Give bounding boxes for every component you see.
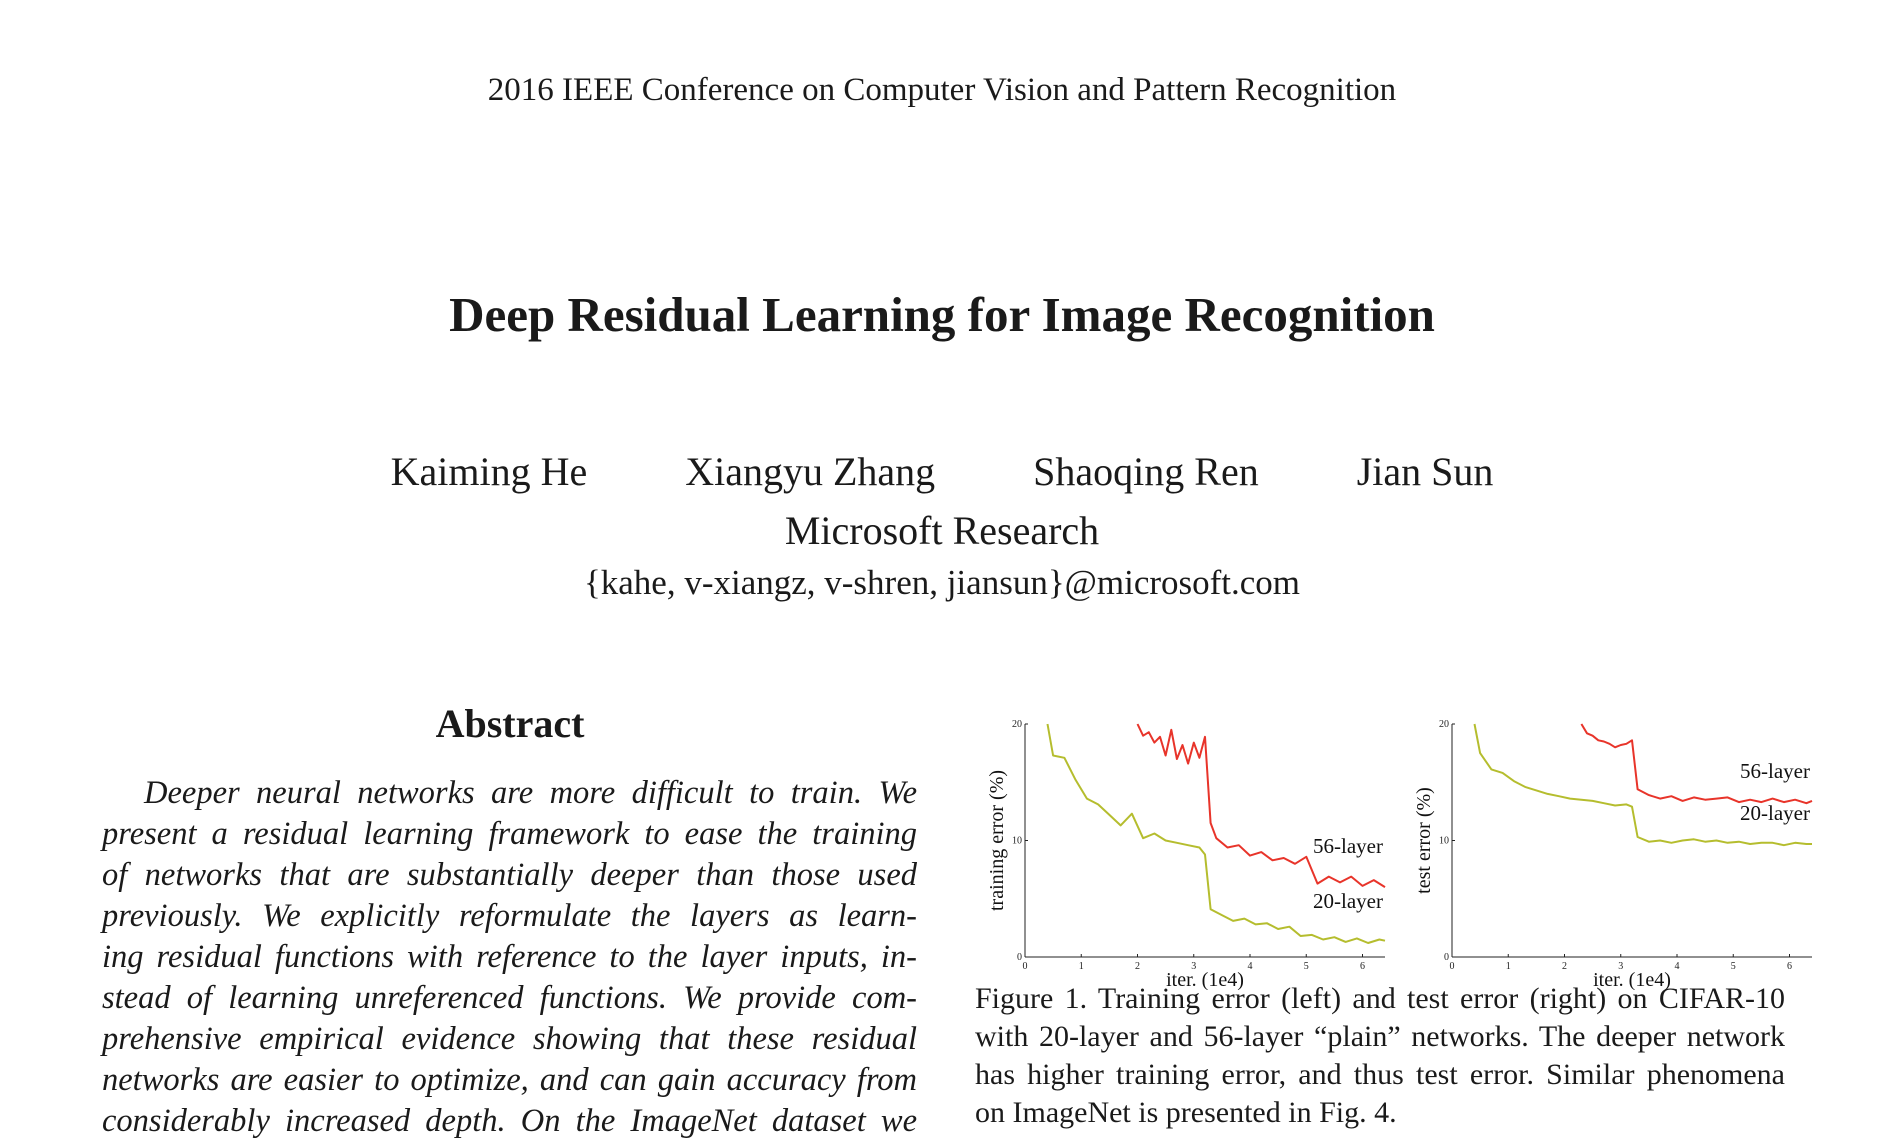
figure-caption: Figure 1. Training error (left) and test… [975,980,1785,1132]
y-tick-label: 10 [1012,836,1022,847]
x-tick-label: 5 [1304,961,1309,972]
x-tick-label: 6 [1360,961,1365,972]
abstract-body: Deeper neural networks are more difficul… [102,773,917,1142]
series-line-56-layer [1580,723,1813,805]
author-name: Shaoqing Ren [1033,449,1259,494]
series-line-20-layer [1046,723,1386,944]
author-list: Kaiming He Xiangyu Zhang Shaoqing Ren Ji… [0,448,1884,495]
series-label: 20-layer [1740,801,1810,825]
series-line-20-layer [1473,723,1812,847]
abstract-line: prehensive empirical evidence showing th… [102,1021,917,1057]
x-axis-label: iter. (1e4) [1166,969,1244,990]
caption-line: with 20-layer and 56-layer “plain” netwo… [975,1020,1785,1053]
y-tick-label: 20 [1439,719,1449,730]
caption-line: on ImageNet is presented in Fig. 4. [975,1096,1397,1129]
series-label: 56-layer [1313,834,1383,858]
x-tick-label: 3 [1618,961,1623,972]
x-tick-label: 1 [1506,961,1511,972]
figure-1: 0 1 2 3 4 5 6 0 10 20 iter. (1e4) training error (%… [970,700,1820,990]
abstract-line: present a residual learning framework to… [102,816,917,852]
author-name: Xiangyu Zhang [685,449,936,494]
x-tick-label: 5 [1731,961,1736,972]
x-tick-label: 0 [1023,961,1028,972]
venue-header: 2016 IEEE Conference on Computer Vision … [487,72,1397,108]
author-name: Kaiming He [390,449,588,494]
abstract-line: networks are easier to optimize, and can… [102,1062,917,1098]
x-tick-label: 2 [1135,961,1140,972]
paper-title: Deep Residual Learning for Image Recogni… [449,287,1435,342]
abstract-line: previously. We explicitly reformulate th… [102,898,917,934]
abstract-line: of networks that are substantially deepe… [102,857,917,893]
x-tick-label: 3 [1191,961,1196,972]
y-tick-label: 10 [1439,836,1449,847]
y-tick-label: 0 [1017,952,1022,963]
abstract-heading: Abstract [435,701,585,746]
x-tick-label: 4 [1248,961,1253,972]
author-emails: {kahe, v-xiangz, v-shren, jiansun}@micro… [583,563,1301,602]
y-tick-label: 0 [1444,952,1449,963]
y-tick-label: 20 [1012,719,1022,730]
series-line-56-layer [1136,723,1386,888]
series-label: 20-layer [1313,889,1383,913]
abstract-line: stead of learning unreferenced functions… [102,980,917,1016]
abstract-line: Deeper neural networks are more difficul… [144,775,917,811]
affiliation: Microsoft Research [784,508,1100,553]
y-axis-label: test error (%) [1413,787,1435,894]
x-tick-label: 0 [1450,961,1455,972]
author-name: Jian Sun [1356,449,1494,494]
abstract-line: considerably increased depth. On the Ima… [102,1103,917,1139]
caption-line: has higher training error, and thus test… [975,1058,1785,1091]
abstract-line: ing residual functions with reference to… [102,939,917,975]
series-label: 56-layer [1740,759,1810,783]
x-tick-label: 2 [1562,961,1567,972]
caption-line: Figure 1. Training error (left) and test… [975,982,1785,1015]
x-tick-label: 6 [1787,961,1792,972]
x-tick-label: 4 [1675,961,1680,972]
x-tick-label: 1 [1079,961,1084,972]
y-axis-label: training error (%) [986,770,1008,911]
x-axis-label: iter. (1e4) [1593,969,1671,990]
